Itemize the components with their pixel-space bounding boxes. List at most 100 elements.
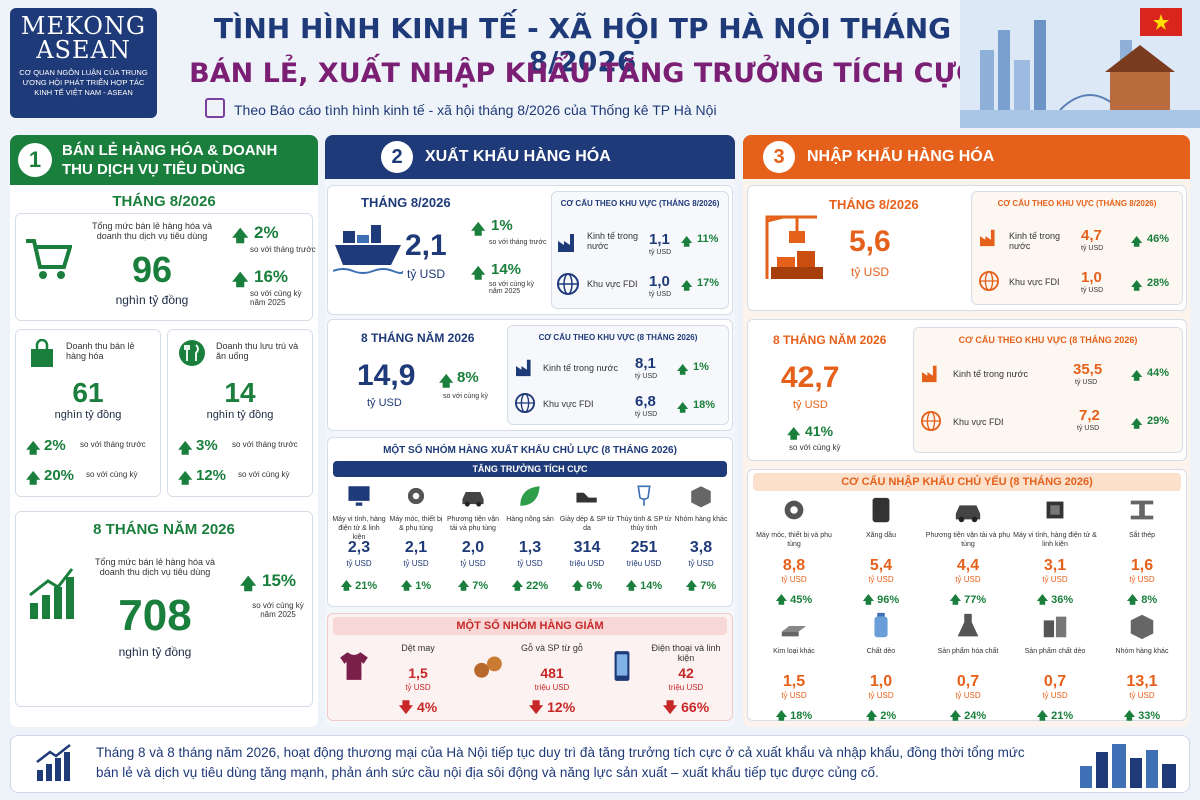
retail-growth-mom: 2% bbox=[254, 223, 279, 242]
car-icon bbox=[955, 505, 981, 523]
page-subtitle: BÁN LẺ, XUẤT NHẬP KHẨU TĂNG TRƯỞNG TÍCH … bbox=[189, 58, 976, 89]
export-month-dom-unit: tỷ USD bbox=[649, 249, 672, 256]
import-ytd-dom-label: Kinh tế trong nước bbox=[953, 369, 1028, 379]
export-positive-item-value: 314 bbox=[573, 539, 601, 556]
retail-ytd-value: 708 bbox=[118, 591, 192, 640]
export-month-dom-label: Kinh tế trong nước bbox=[587, 231, 639, 251]
import-item-label: Xăng dầu bbox=[866, 532, 896, 539]
gear-icon bbox=[784, 500, 804, 520]
up-arrow-icon: 🡅 bbox=[178, 470, 193, 486]
export-ytd-struct-box bbox=[507, 325, 729, 425]
export-positive-item-label: Hàng nông sản bbox=[506, 516, 554, 523]
export-negative-item-label: Điện thoại và linh kiện bbox=[651, 643, 721, 663]
retail-ytd-growth: 15% bbox=[262, 571, 297, 590]
export-ytd-growth-note: so với cùng kỳ bbox=[443, 393, 489, 400]
retail-total-unit: nghìn tỷ đồng bbox=[115, 293, 189, 307]
export-positive-title: TĂNG TRƯỞNG TÍCH CỰC bbox=[333, 461, 727, 477]
retail-month-box bbox=[15, 213, 313, 321]
import-month-unit: tỷ USD bbox=[851, 265, 890, 279]
export-negative-item-label: Dệt may bbox=[401, 643, 435, 653]
export-ytd-dom-unit: tỷ USD bbox=[635, 373, 658, 380]
import-ytd-fdi-growth: 29% bbox=[1147, 415, 1170, 427]
retail-food-yoy: 12% bbox=[196, 467, 227, 484]
retail-goods-value: 61 bbox=[72, 377, 104, 408]
factory-icon bbox=[922, 365, 937, 383]
export-negative-title: MỘT SỐ NHÓM HÀNG GIẢM bbox=[333, 617, 727, 635]
import-header bbox=[743, 135, 1190, 179]
export-negative-item-growth: 🡇 12% bbox=[528, 699, 576, 715]
export-month-struct-title: CƠ CẤU THEO KHU VỰC (THÁNG 8/2026) bbox=[560, 199, 720, 208]
export-ytd-struct-title: CƠ CẤU THEO KHU VỰC (8 THÁNG 2026) bbox=[538, 333, 698, 342]
export-negative-item-value: 481 bbox=[540, 665, 564, 681]
export-ytd-value: 14,9 bbox=[357, 359, 416, 392]
up-arrow-icon: 🡅 bbox=[1131, 418, 1143, 430]
import-section: 3 NHẬP KHẨU HÀNG HÓA THÁNG 8/2026 5,6 tỷ… bbox=[743, 135, 1190, 727]
import-month-struct-title: CƠ CẤU THEO KHU VỰC (THÁNG 8/2026) bbox=[997, 199, 1157, 208]
import-month-dom-growth: 46% bbox=[1147, 233, 1170, 245]
retail-ytd-desc: Tổng mức bán lẻ hàng hóa và doanh thu dị… bbox=[94, 557, 216, 577]
import-item-growth: 🡅 2% bbox=[865, 710, 897, 722]
up-arrow-icon: 🡅 bbox=[232, 272, 249, 289]
retail-growth-mom-note: so với tháng trước bbox=[250, 245, 316, 254]
import-item-value: 5,4 bbox=[869, 557, 893, 574]
skyline-icon bbox=[960, 0, 1200, 128]
export-positive-item-label: Giày dép & SP từ da bbox=[559, 516, 615, 532]
export-month-fdi-label: Khu vực FDI bbox=[587, 279, 638, 289]
import-item-value: 0,7 bbox=[956, 673, 980, 690]
summary-text: Tháng 8 và 8 tháng năm 2026, hoạt động t… bbox=[96, 745, 1025, 780]
up-arrow-icon: 🡅 bbox=[178, 440, 193, 456]
import-item-growth: 🡅 36% bbox=[1036, 594, 1074, 606]
import-item-value: 1,0 bbox=[869, 673, 893, 690]
cart-icon bbox=[26, 239, 72, 279]
import-ytd-growth-note: so với cùng kỳ bbox=[789, 443, 841, 452]
retail-goods-box bbox=[15, 329, 161, 497]
export-ytd-dom-label: Kinh tế trong nước bbox=[543, 363, 618, 373]
import-ytd-fdi-unit: tỷ USD bbox=[1077, 425, 1100, 432]
import-item-label: Sản phẩm hóa chất bbox=[937, 648, 999, 655]
shopping-bag-icon bbox=[31, 339, 53, 367]
chip-icon bbox=[1046, 501, 1064, 519]
import-item-label: Phương tiện vận tải và phụ tùng bbox=[925, 532, 1011, 548]
export-month-mom-note: so với tháng trước bbox=[489, 239, 547, 246]
export-month-dom-value: 1,1 bbox=[649, 231, 670, 248]
import-item-value: 1,5 bbox=[782, 673, 806, 690]
retail-food-mom-note: so với tháng trước bbox=[232, 440, 298, 449]
export-month-fdi-unit: tỷ USD bbox=[649, 291, 672, 298]
import-item-unit: tỷ USD bbox=[955, 575, 981, 584]
import-item-value: 4,4 bbox=[956, 557, 980, 574]
import-ytd-value: 42,7 bbox=[781, 361, 840, 394]
import-item-label: Sản phẩm chất dẻo bbox=[1024, 648, 1086, 655]
logo-name-2: ASEAN bbox=[36, 36, 131, 64]
export-negative-item-growth: 🡇 66% bbox=[662, 699, 710, 715]
export-month-fdi-growth: 17% bbox=[697, 277, 720, 289]
export-positive-item-growth: 🡅 22% bbox=[511, 580, 549, 592]
export-positive-item-unit: tỷ USD bbox=[403, 559, 429, 568]
export-positive-item-value: 251 bbox=[630, 539, 658, 556]
import-item-unit: tỷ USD bbox=[1129, 691, 1155, 700]
retail-month-label: THÁNG 8/2026 bbox=[112, 193, 216, 210]
export-positive-item-growth: 🡅 14% bbox=[625, 580, 663, 592]
car-icon bbox=[462, 491, 484, 507]
summary-box bbox=[10, 735, 1190, 793]
export-positive-item-label: Phương tiện vận tải và phụ tùng bbox=[446, 516, 500, 532]
export-section: 2 XUẤT KHẨU HÀNG HÓA THÁNG 8/2026 2,1 tỷ… bbox=[325, 135, 735, 727]
import-item-unit: tỷ USD bbox=[868, 691, 894, 700]
retail-total-value: 96 bbox=[131, 249, 173, 290]
box-icon bbox=[691, 486, 711, 508]
retail-ytd-unit: nghìn tỷ đồng bbox=[118, 645, 192, 659]
drum-icon bbox=[1043, 616, 1067, 638]
import-ytd-label: 8 THÁNG NĂM 2026 bbox=[773, 333, 887, 347]
import-item-label: Chất dẻo bbox=[866, 648, 896, 655]
shoe-icon bbox=[576, 492, 597, 503]
export-positive-item-label: Máy móc, thiết bị & phụ tùng bbox=[389, 516, 443, 532]
export-ytd-growth: 8% bbox=[457, 369, 479, 386]
retail-growth-yoy: 16% bbox=[254, 267, 289, 286]
import-month-dom-unit: tỷ USD bbox=[1081, 245, 1104, 252]
export-positive-item-unit: tỷ USD bbox=[460, 559, 486, 568]
export-negative-item-value: 1,5 bbox=[408, 665, 428, 681]
import-month-struct-box bbox=[971, 191, 1183, 305]
import-item-value: 8,8 bbox=[782, 557, 806, 574]
import-title: NHẬP KHẨU HÀNG HÓA bbox=[807, 148, 995, 165]
export-positive-item-unit: tỷ USD bbox=[688, 559, 714, 568]
retail-ytd-growth-note: so với cùng kỳ năm 2025 bbox=[252, 601, 304, 619]
